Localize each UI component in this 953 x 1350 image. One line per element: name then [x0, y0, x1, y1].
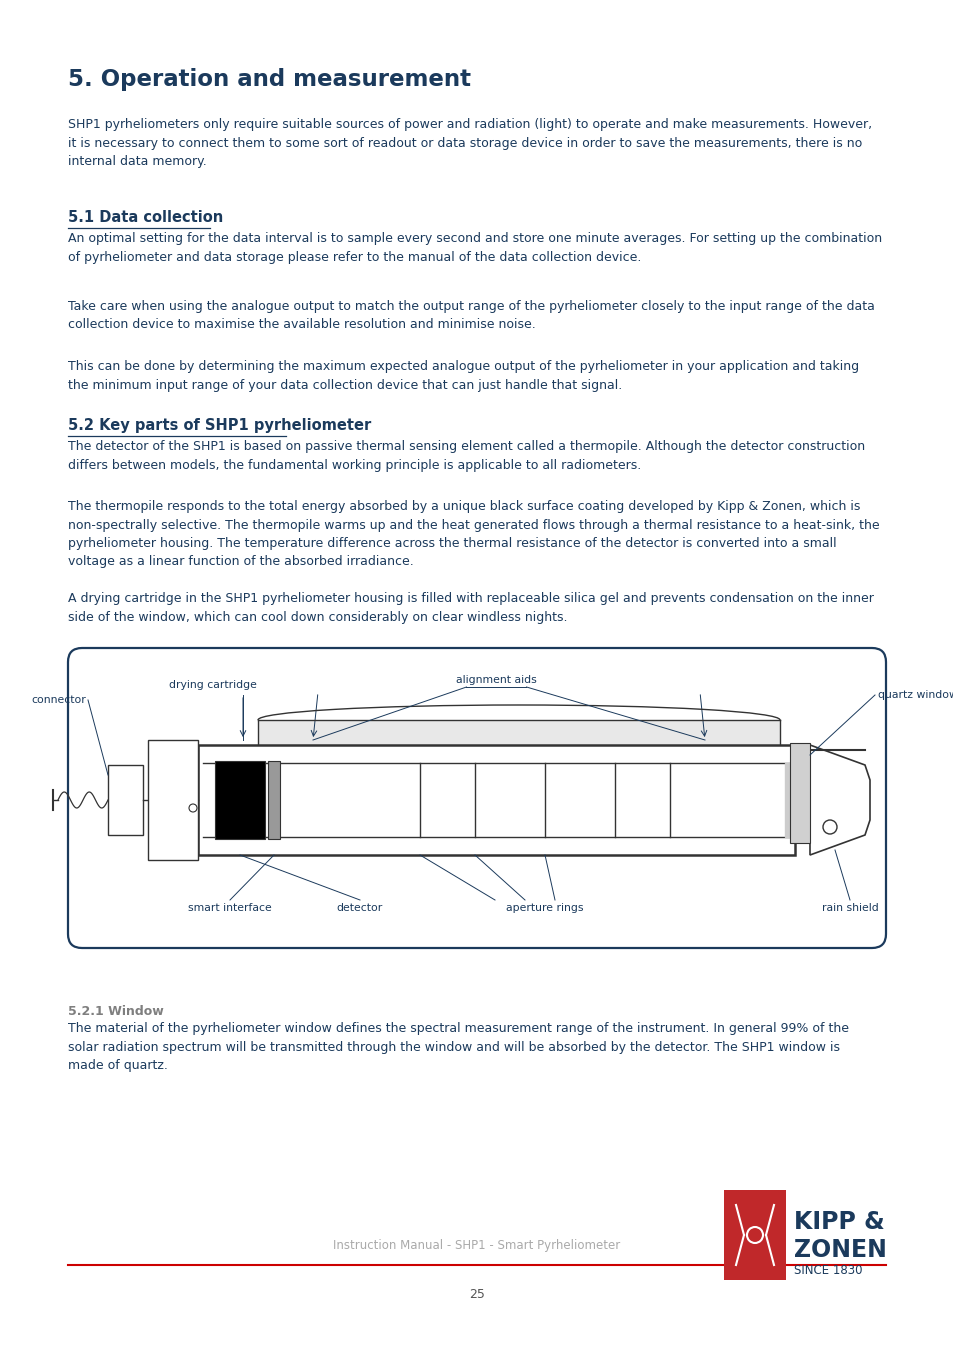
Text: 5.2 Key parts of SHP1 pyrheliometer: 5.2 Key parts of SHP1 pyrheliometer [68, 418, 371, 433]
Text: The thermopile responds to the total energy absorbed by a unique black surface c: The thermopile responds to the total ene… [68, 500, 879, 568]
Bar [148, 740, 198, 860]
Text: An optimal setting for the data interval is to sample every second and store one: An optimal setting for the data interval… [68, 232, 882, 263]
Text: KIPP &: KIPP & [793, 1210, 883, 1234]
Text: A drying cartridge in the SHP1 pyrheliometer housing is filled with replaceable : A drying cartridge in the SHP1 pyrheliom… [68, 593, 873, 624]
Text: connector: connector [31, 695, 86, 705]
Text: 5.1 Data collection: 5.1 Data collection [68, 211, 223, 225]
Polygon shape [257, 720, 780, 745]
Text: alignment aids: alignment aids [456, 675, 537, 684]
Text: rain shield: rain shield [821, 903, 878, 913]
Text: Instruction Manual - SHP1 - Smart Pyrheliometer: Instruction Manual - SHP1 - Smart Pyrhel… [333, 1239, 620, 1253]
Bar [108, 765, 143, 836]
Text: drying cartridge: drying cartridge [169, 680, 256, 690]
Text: smart interface: smart interface [188, 903, 272, 913]
Text: 5. Operation and measurement: 5. Operation and measurement [68, 68, 471, 90]
Text: aperture rings: aperture rings [506, 903, 583, 913]
Text: This can be done by determining the maximum expected analogue output of the pyrh: This can be done by determining the maxi… [68, 360, 859, 392]
Text: Take care when using the analogue output to match the output range of the pyrhel: Take care when using the analogue output… [68, 300, 874, 332]
Text: housing: housing [455, 778, 497, 788]
Text: The material of the pyrheliometer window defines the spectral measurement range : The material of the pyrheliometer window… [68, 1022, 848, 1072]
Bar [214, 761, 265, 838]
Text: SINCE 1830: SINCE 1830 [793, 1264, 862, 1277]
Text: SHP1 pyrheliometers only require suitable sources of power and radiation (light): SHP1 pyrheliometers only require suitabl… [68, 117, 871, 167]
Text: 5.2.1 Window: 5.2.1 Window [68, 1004, 164, 1018]
Text: quartz window: quartz window [877, 690, 953, 701]
Bar [268, 761, 280, 838]
Text: The detector of the SHP1 is based on passive thermal sensing element called a th: The detector of the SHP1 is based on pas… [68, 440, 864, 471]
Text: ZONEN: ZONEN [793, 1238, 886, 1262]
Polygon shape [784, 763, 789, 837]
FancyBboxPatch shape [68, 648, 885, 948]
Bar [198, 745, 794, 855]
Text: 25: 25 [469, 1288, 484, 1301]
Text: detector: detector [336, 903, 383, 913]
Bar [723, 1189, 785, 1280]
Bar [789, 743, 809, 842]
